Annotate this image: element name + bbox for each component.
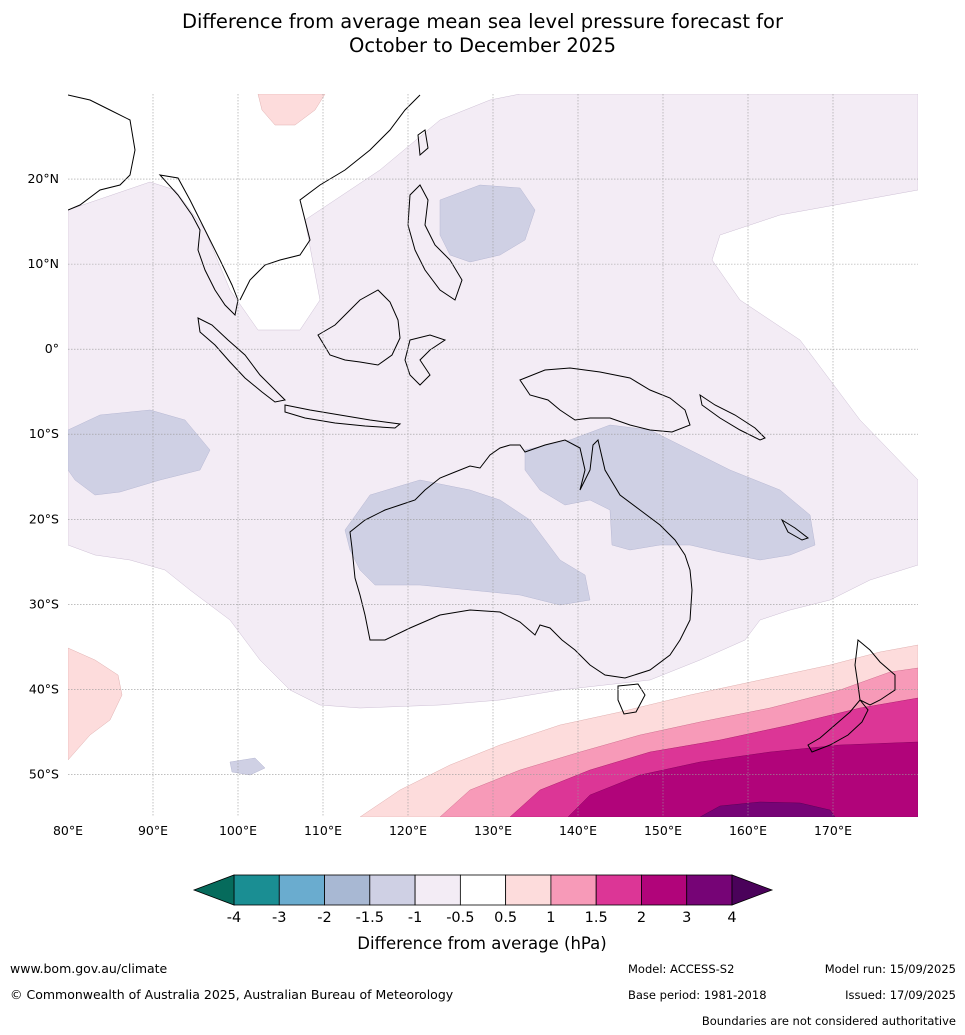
longitude-tick-label: 170°E — [814, 823, 852, 838]
latitude-tick-label: 20°S — [29, 511, 59, 526]
colorbar-extend-low — [192, 874, 235, 906]
colorbar-segment — [686, 874, 733, 906]
colorbar-tick-label: 1 — [546, 910, 555, 926]
colorbar-title: Difference from average (hPa) — [357, 934, 606, 953]
latitude-tick-label: 10°N — [27, 256, 59, 271]
anomaly-region-light-pink-west — [68, 647, 123, 761]
colorbar-segment — [459, 874, 507, 906]
map-title: Difference from average mean sea level p… — [0, 10, 965, 58]
java-coastline — [284, 404, 402, 429]
new-zealand-south-coastline — [807, 699, 869, 753]
model-name: Model: ACCESS-S2 — [628, 962, 735, 976]
anomaly-region-blue-grey-1 — [68, 409, 211, 496]
colorbar-segment — [595, 874, 642, 906]
colorbar-tick-label: -4 — [227, 910, 241, 926]
graticule — [68, 94, 918, 817]
longitude-labels: 80°E 90°E 100°E 110°E 120°E 130°E 140°E 150°E 16… — [53, 823, 852, 838]
latitude-tick-label: 10°S — [29, 426, 59, 441]
borneo-coastline — [317, 289, 401, 366]
colorbar: -4 -3 -2 -1.5 -1 -0.5 0.5 1 1.5 2 3 4 — [192, 874, 774, 926]
disclaimer-text: Boundaries are not considered authoritat… — [701, 1014, 956, 1028]
anomaly-region-blue-grey-5 — [229, 757, 266, 776]
title-line-1: Difference from average mean sea level p… — [182, 10, 783, 33]
model-run-date: Model run: 15/09/2025 — [824, 962, 956, 976]
latitude-tick-label: 40°S — [29, 681, 59, 696]
colorbar-segment — [233, 874, 280, 906]
philippines-coastline — [407, 184, 463, 301]
coastlines — [68, 94, 896, 753]
copyright-text: © Commonwealth of Australia 2025, Austra… — [10, 987, 454, 1002]
colorbar-segment — [641, 874, 688, 906]
anomaly-region-blue-grey-3 — [344, 479, 591, 606]
latitude-tick-label: 30°S — [29, 596, 59, 611]
colorbar-tick-label: -1 — [408, 910, 422, 926]
anomaly-region-blue-grey-4 — [524, 424, 816, 561]
anomaly-region-deep-magenta — [567, 741, 918, 817]
colorbar-segment — [414, 874, 461, 906]
base-period: Base period: 1981-2018 — [628, 988, 767, 1002]
longitude-tick-label: 80°E — [53, 823, 83, 838]
colorbar-segment — [505, 874, 552, 906]
colorbar-tick-label: -2 — [317, 910, 331, 926]
anomaly-region-blue-grey-2 — [439, 184, 536, 263]
colorbar-tick-label: 0.5 — [494, 910, 517, 926]
longitude-tick-label: 160°E — [729, 823, 767, 838]
colorbar-tick-label: -3 — [272, 910, 286, 926]
longitude-tick-label: 130°E — [474, 823, 512, 838]
latitude-tick-label: 50°S — [29, 766, 59, 781]
colorbar-segment — [278, 874, 325, 906]
colorbar-tick-label: -1.5 — [356, 910, 384, 926]
longitude-tick-label: 100°E — [219, 823, 257, 838]
colorbar-tick-label: 4 — [727, 910, 736, 926]
tasmania-coastline — [617, 683, 646, 715]
longitude-tick-label: 90°E — [138, 823, 168, 838]
solomon-islands-coastline — [699, 393, 766, 441]
new-guinea-coastline — [519, 367, 691, 433]
longitude-tick-label: 140°E — [559, 823, 597, 838]
colorbar-extend-high — [731, 874, 774, 906]
colorbar-segment — [369, 874, 416, 906]
anomaly-region-purple — [699, 801, 836, 817]
new-caledonia-coastline — [780, 518, 810, 541]
longitude-tick-label: 120°E — [389, 823, 427, 838]
colorbar-tick-label: 1.5 — [585, 910, 608, 926]
sulawesi-coastline — [404, 334, 447, 386]
latitude-tick-label: 0° — [45, 341, 59, 356]
colorbar-segment — [550, 874, 597, 906]
colorbar-tick-label: 2 — [637, 910, 646, 926]
sumatra-coastline — [197, 317, 287, 403]
longitude-tick-label: 150°E — [644, 823, 682, 838]
anomaly-region-light-pink-north — [257, 94, 326, 126]
title-line-2: October to December 2025 — [349, 34, 616, 57]
latitude-labels: 20°N 10°N 0° 10°S 20°S 30°S 40°S 50°S — [27, 171, 59, 781]
new-zealand-north-coastline — [854, 639, 896, 706]
latitude-tick-label: 20°N — [27, 171, 59, 186]
longitude-tick-label: 110°E — [304, 823, 342, 838]
website-link[interactable]: www.bom.gov.au/climate — [10, 961, 168, 976]
issued-date: Issued: 17/09/2025 — [845, 988, 956, 1002]
taiwan-coastline — [417, 129, 429, 157]
australia-coastline — [349, 439, 693, 679]
colorbar-tick-label: -0.5 — [446, 910, 474, 926]
colorbar-segment — [324, 874, 371, 906]
colorbar-tick-label: 3 — [682, 910, 691, 926]
